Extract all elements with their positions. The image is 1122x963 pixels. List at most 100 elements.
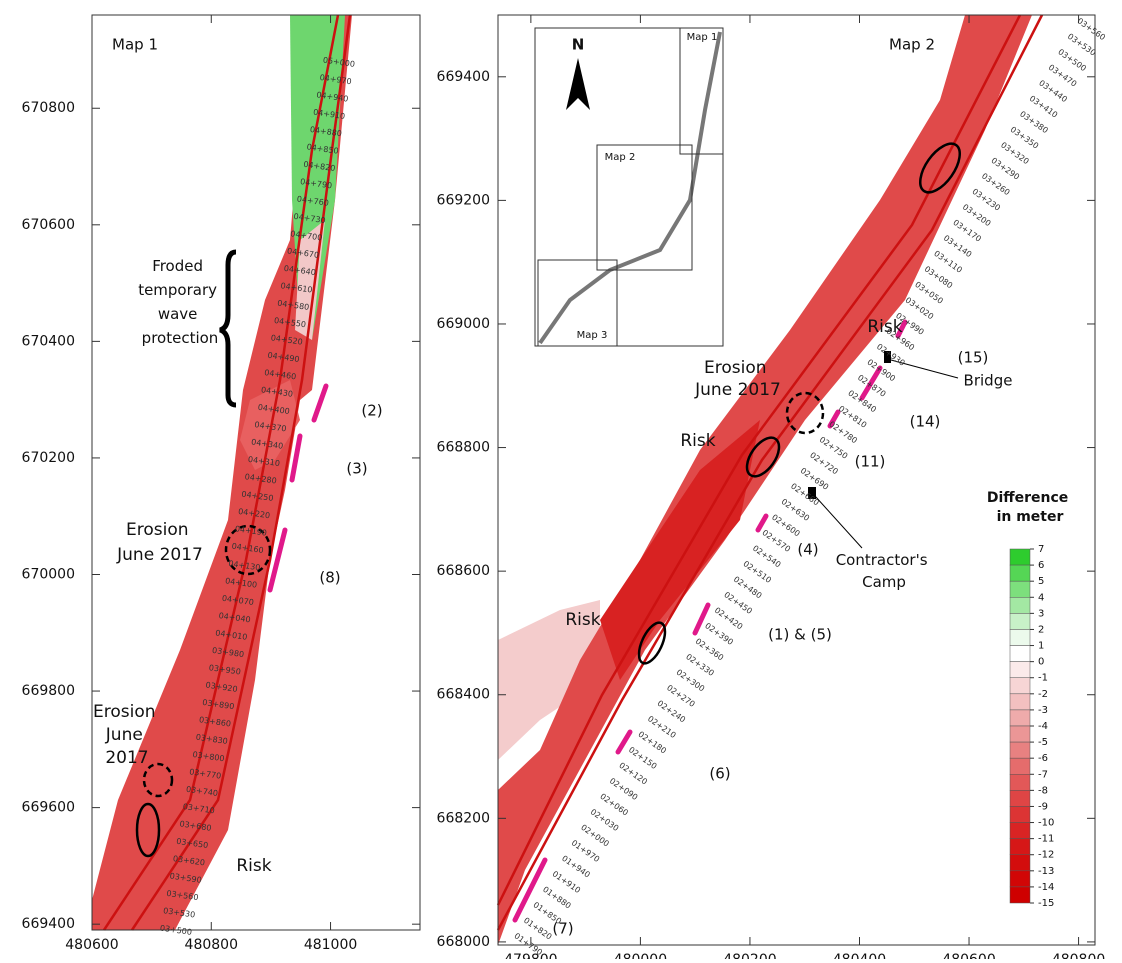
- legend-tick-label: -7: [1038, 769, 1048, 780]
- annotation: (2): [361, 402, 382, 420]
- legend-band: [1010, 839, 1030, 855]
- legend-tick-label: -14: [1038, 882, 1054, 893]
- legend-tick-label: 5: [1038, 576, 1044, 587]
- annotation: (3): [346, 460, 367, 478]
- legend-band: [1010, 549, 1030, 565]
- legend-band: [1010, 758, 1030, 774]
- map-1-surface: [92, 15, 352, 930]
- annotation: Bridge: [964, 372, 1013, 390]
- legend-title: Difference in meter: [987, 490, 1073, 525]
- x-tick-label: 480000: [614, 952, 667, 959]
- x-tick-label: 480200: [723, 952, 776, 959]
- legend-band: [1010, 790, 1030, 806]
- annotation: (15): [958, 349, 989, 367]
- legend-band: [1010, 823, 1030, 839]
- annotation: Froded temporary wave protection: [138, 257, 222, 347]
- y-tick-label: 668400: [437, 687, 490, 703]
- legend-band: [1010, 613, 1030, 629]
- erosion-area: [600, 420, 760, 680]
- brace: [220, 252, 236, 405]
- legend-tick-label: 2: [1038, 624, 1044, 635]
- y-tick-label: 668800: [437, 440, 490, 456]
- legend-band: [1010, 871, 1030, 887]
- legend-tick-label: -1: [1038, 673, 1048, 684]
- annotation: (6): [709, 765, 730, 783]
- y-tick-label: 670600: [22, 217, 75, 233]
- inset-label: Map 2: [605, 152, 636, 163]
- y-tick-label: 670400: [22, 333, 75, 349]
- x-tick-label: 480600: [942, 952, 995, 959]
- legend-tick-label: 1: [1038, 641, 1044, 652]
- annotation: Erosion June 2017: [116, 520, 203, 565]
- y-tick-label: 669800: [22, 683, 75, 699]
- y-tick-label: 670200: [22, 450, 75, 466]
- map-title: Map 2: [889, 36, 935, 54]
- y-tick-label: 669400: [437, 69, 490, 85]
- x-tick-label: 479800: [504, 952, 557, 959]
- x-tick-label: 480600: [65, 937, 118, 953]
- annotation: (8): [319, 569, 340, 587]
- legend-band: [1010, 678, 1030, 694]
- y-tick-label: 668600: [437, 563, 490, 579]
- legend-band: [1010, 629, 1030, 645]
- legend-band: [1010, 646, 1030, 662]
- legend-tick-label: -9: [1038, 801, 1048, 812]
- legend-tick-label: -6: [1038, 753, 1048, 764]
- chainage-label: 03+500: [159, 924, 192, 937]
- legend-band: [1010, 581, 1030, 597]
- legend-band: [1010, 726, 1030, 742]
- legend-band: [1010, 662, 1030, 678]
- legend-tick-label: -15: [1038, 898, 1054, 909]
- legend-tick-label: -4: [1038, 721, 1048, 732]
- annotation: Risk: [680, 431, 715, 451]
- legend-tick-label: -8: [1038, 785, 1048, 796]
- annotation: Risk: [565, 610, 600, 630]
- y-tick-label: 670800: [22, 100, 75, 116]
- legend-band: [1010, 565, 1030, 581]
- legend-tick-label: -10: [1038, 818, 1054, 829]
- annotation: Contractor's Camp: [836, 551, 933, 591]
- legend-band: [1010, 710, 1030, 726]
- legend-band: [1010, 887, 1030, 903]
- legend-tick-label: 3: [1038, 608, 1044, 619]
- legend-tick-label: 6: [1038, 560, 1044, 571]
- figure: N Map 1 Map 2 Map 3 Map 1 Map 2 Froded t…: [0, 0, 1122, 959]
- annotation: Risk: [236, 856, 271, 876]
- y-tick-label: 669200: [437, 192, 490, 208]
- x-tick-label: 480400: [833, 952, 886, 959]
- legend-tick-label: -13: [1038, 866, 1054, 877]
- legend-tick-label: 0: [1038, 657, 1044, 668]
- x-tick-label: 480800: [1052, 952, 1105, 959]
- legend-tick-label: 7: [1038, 544, 1044, 555]
- y-tick-label: 670000: [22, 566, 75, 582]
- legend-tick-label: -5: [1038, 737, 1048, 748]
- legend-tick-label: -11: [1038, 834, 1054, 845]
- legend-band: [1010, 742, 1030, 758]
- y-tick-label: 669400: [22, 916, 75, 932]
- y-tick-label: 669600: [22, 800, 75, 816]
- legend-tick-label: 4: [1038, 592, 1044, 603]
- north-label: N: [572, 36, 585, 54]
- legend-tick-label: -2: [1038, 689, 1048, 700]
- inset: N Map 1 Map 2 Map 3: [535, 28, 723, 346]
- legend-band: [1010, 597, 1030, 613]
- legend-tick-label: -12: [1038, 850, 1054, 861]
- legend-tick-label: -3: [1038, 705, 1048, 716]
- y-tick-label: 669000: [437, 316, 490, 332]
- y-tick-label: 668000: [437, 934, 490, 950]
- x-tick-label: 481000: [304, 937, 357, 953]
- annotation: (1) & (5): [768, 626, 832, 644]
- annotation: (14): [910, 413, 941, 431]
- legend-band: [1010, 855, 1030, 871]
- legend-band: [1010, 694, 1030, 710]
- legend-band: [1010, 806, 1030, 822]
- annotation: (11): [855, 453, 886, 471]
- inset-label: Map 1: [687, 32, 718, 43]
- x-tick-label: 480800: [185, 937, 238, 953]
- legend-band: [1010, 774, 1030, 790]
- y-tick-label: 668200: [437, 810, 490, 826]
- map-title: Map 1: [112, 36, 158, 54]
- leader: [815, 496, 862, 548]
- annotation: (4): [797, 541, 818, 559]
- inset-frame: [535, 28, 723, 346]
